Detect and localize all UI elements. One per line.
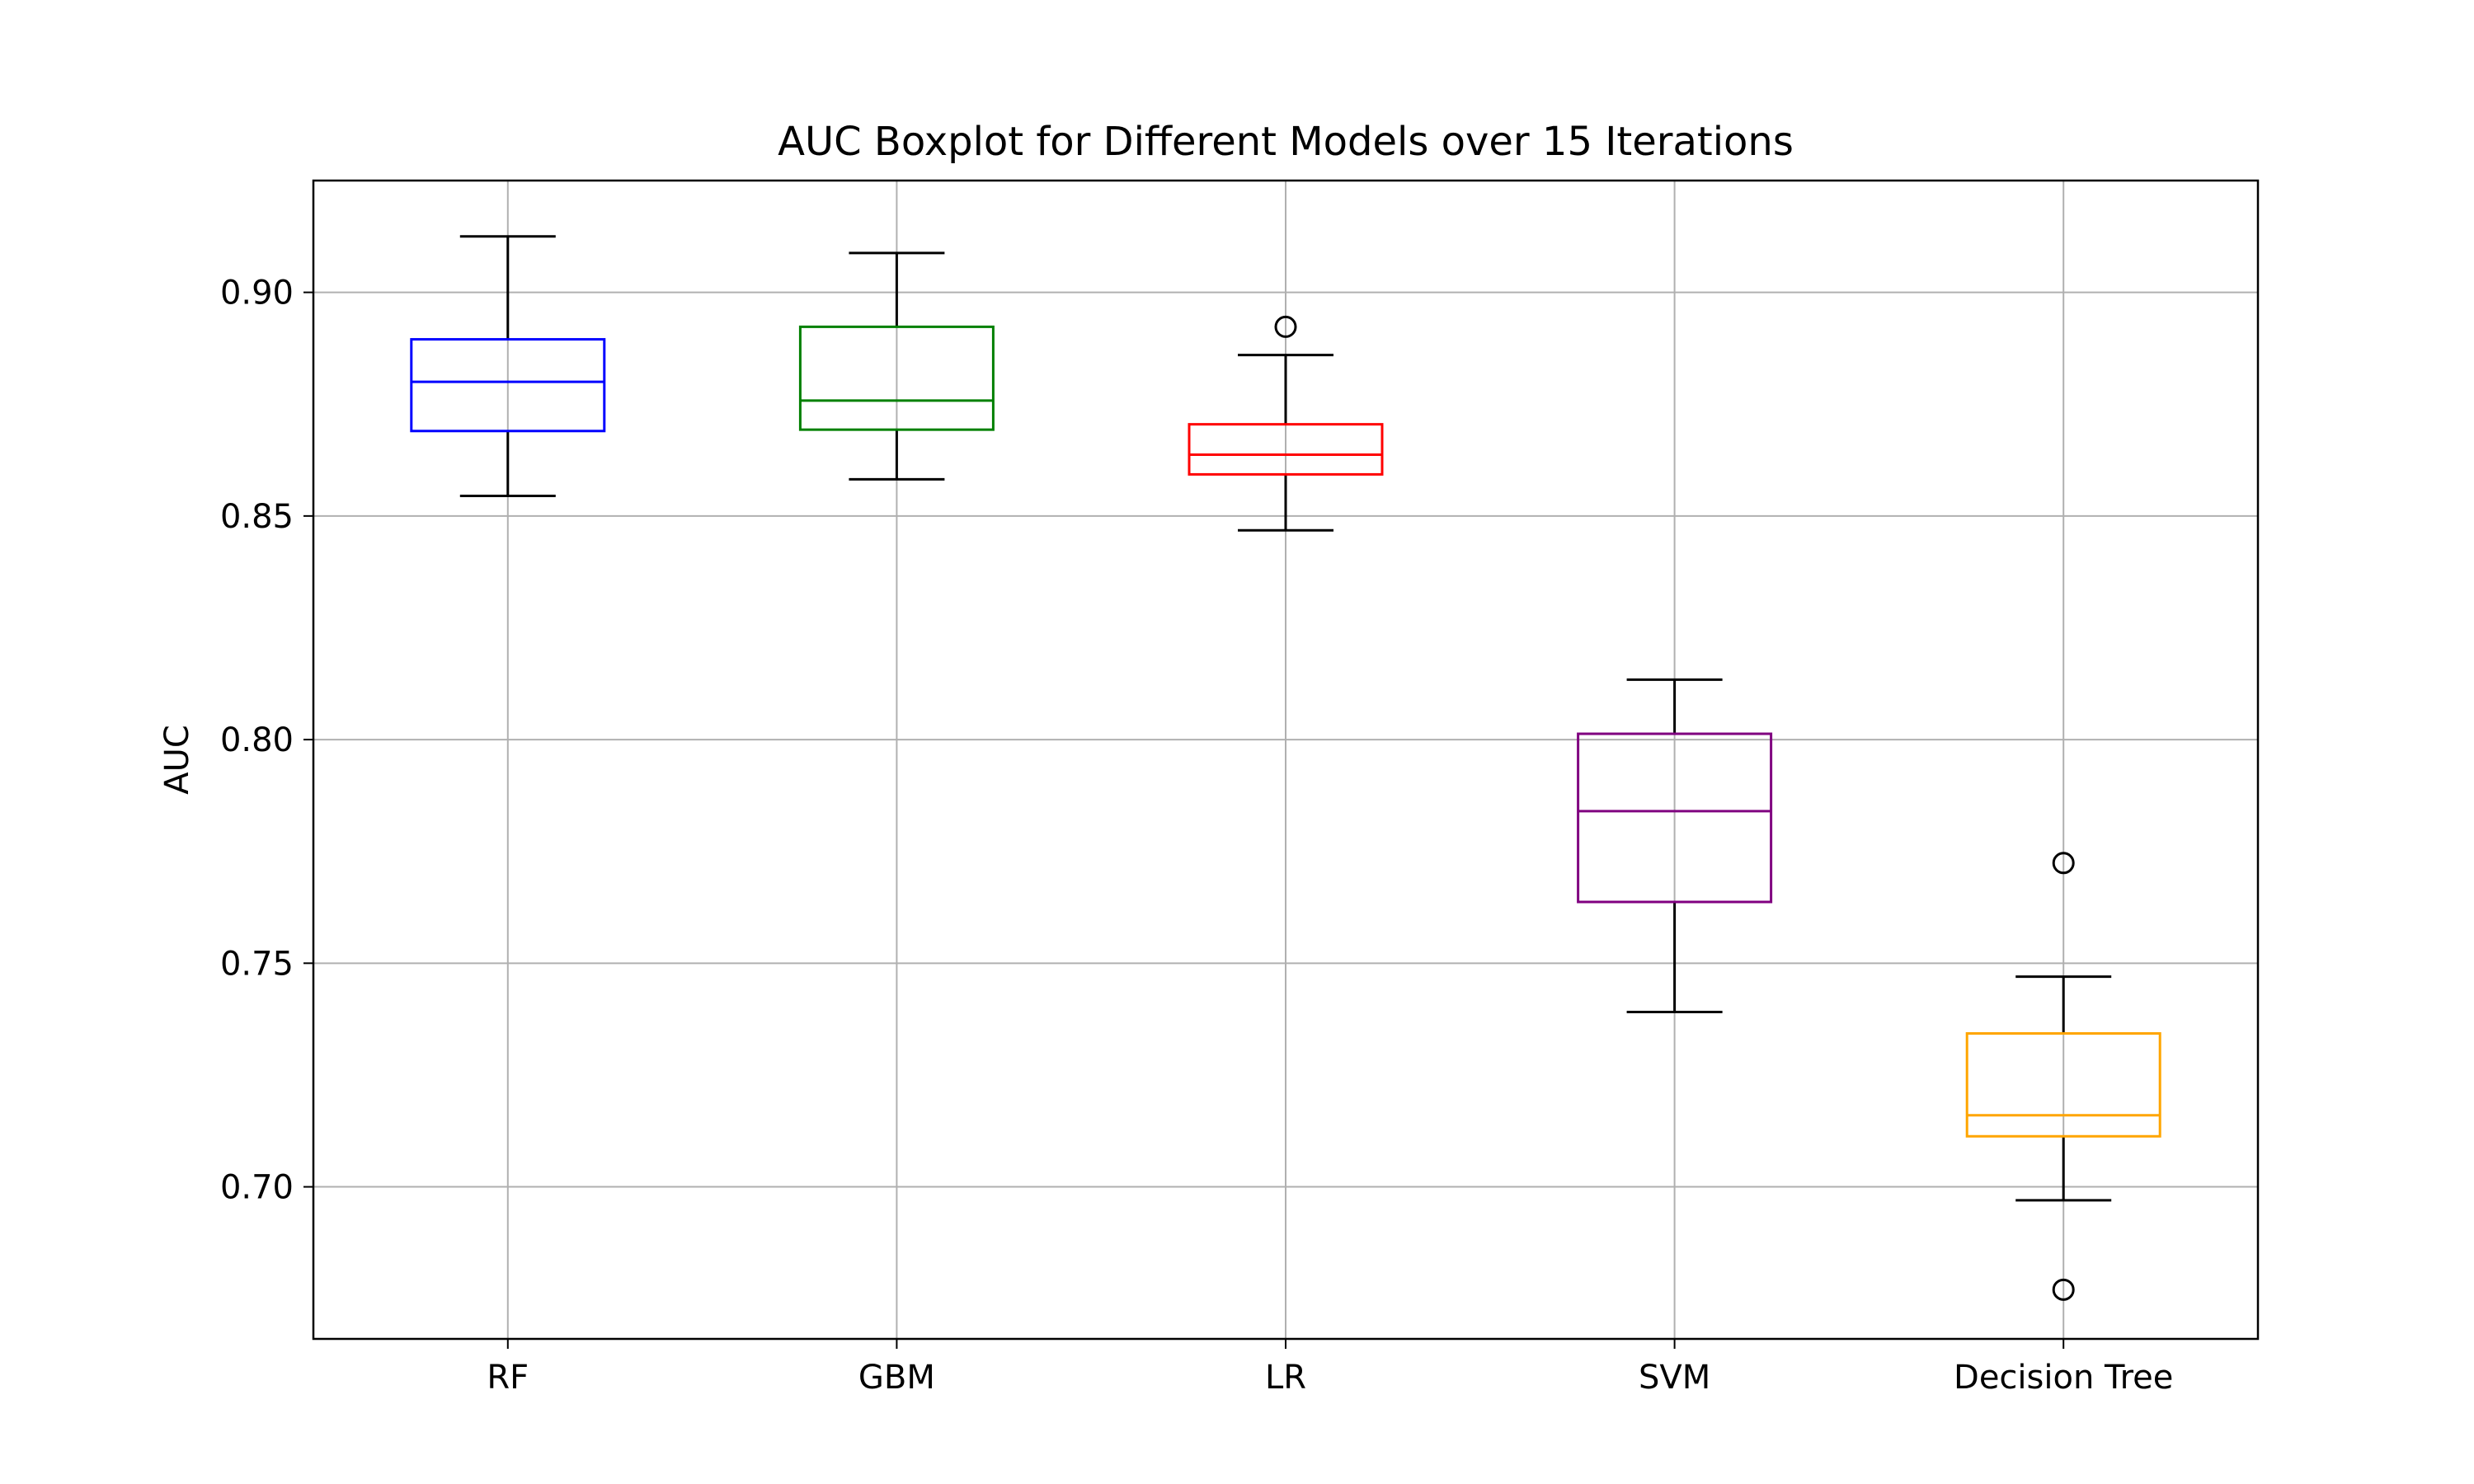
x-tick-label: Decision Tree [1954, 1359, 2173, 1397]
chart-title: AUC Boxplot for Different Models over 15… [778, 119, 1794, 165]
x-tick-label: RF [487, 1359, 529, 1397]
y-tick-label: 0.90 [220, 275, 294, 312]
interquartile-box [410, 338, 606, 433]
box-group [1577, 678, 1773, 1013]
interquartile-box [1965, 1031, 2161, 1138]
x-tick-label: LR [1265, 1359, 1306, 1397]
y-axis-label: AUC [158, 725, 196, 795]
y-tick-label: 0.85 [220, 498, 294, 536]
x-tick-label: SVM [1639, 1359, 1710, 1397]
interquartile-box [798, 325, 995, 431]
y-tick-label: 0.70 [220, 1169, 294, 1207]
outlier-point [1274, 315, 1297, 338]
box-group [410, 235, 606, 497]
box-group [798, 251, 995, 481]
interquartile-box [1188, 423, 1384, 476]
y-tick-label: 0.75 [220, 945, 294, 983]
outlier-point [2052, 852, 2075, 875]
outlier-point [2052, 1278, 2075, 1301]
axes: 0.70 0.75 0.80 0.85 0.90 RF GBM LR SVM Decision T… [220, 179, 2260, 1397]
box-series [410, 235, 2161, 1301]
interquartile-box [1577, 732, 1773, 904]
y-tick-label: 0.80 [220, 721, 294, 759]
box-group [1188, 315, 1384, 532]
plot-frame [312, 179, 2260, 1341]
box-group [1965, 852, 2161, 1301]
x-tick-label: GBM [858, 1359, 935, 1397]
